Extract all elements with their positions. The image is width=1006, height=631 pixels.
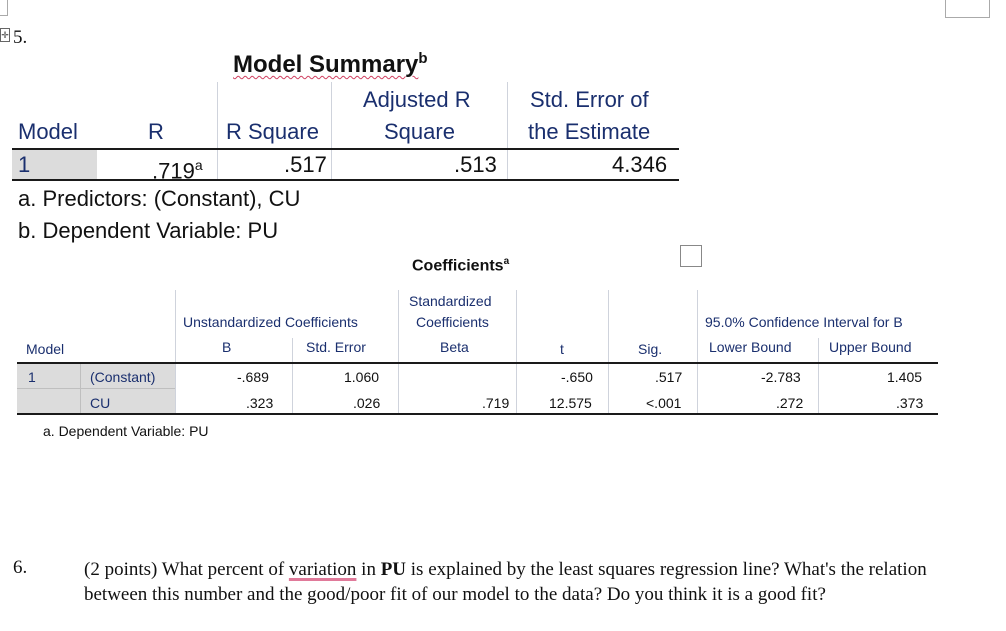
ms-divider bbox=[331, 82, 332, 180]
cf-row2-t: 12.575 bbox=[549, 395, 592, 411]
cf-row2-lower: .272 bbox=[776, 395, 804, 411]
cf-header-ci: 95.0% Confidence Interval for B bbox=[705, 314, 903, 330]
coefficients-title: Coefficientsa bbox=[412, 256, 509, 275]
cf-header-std-error: Std. Error bbox=[306, 339, 366, 355]
q6-variation-word: variation bbox=[288, 559, 357, 580]
ms-cell-r-sup: a bbox=[194, 157, 203, 173]
cf-row2-se: .026 bbox=[353, 395, 381, 411]
cf-header-unstandardized: Unstandardized Coefficients bbox=[183, 314, 358, 330]
cf-divider bbox=[398, 290, 399, 414]
cf-footnote-a: a. Dependent Variable: PU bbox=[43, 423, 209, 439]
ms-header-rule bbox=[12, 148, 679, 150]
cf-header-sig: Sig. bbox=[638, 341, 663, 357]
page-corner-box bbox=[945, 0, 990, 18]
cf-row2-b: .323 bbox=[246, 395, 274, 411]
cf-row1-model: 1 bbox=[28, 369, 36, 385]
cf-divider bbox=[608, 290, 609, 414]
coefficients-title-sup: a bbox=[503, 256, 510, 267]
cf-header-coefficients: Coefficients bbox=[416, 314, 489, 330]
cf-header-t: t bbox=[560, 341, 564, 357]
ms-cell-model: 1 bbox=[18, 152, 31, 177]
cf-divider bbox=[697, 290, 698, 414]
cf-header-lower-bound: Lower Bound bbox=[709, 339, 792, 355]
cf-row1-t: -.650 bbox=[561, 369, 593, 385]
cf-row1-b: -.689 bbox=[237, 369, 269, 385]
cf-header-beta: Beta bbox=[440, 339, 469, 355]
q6-pu-bold: PU bbox=[380, 559, 407, 580]
ms-header-std-error: Std. Error of bbox=[530, 87, 649, 113]
ms-divider bbox=[217, 82, 218, 180]
cf-row1-se: 1.060 bbox=[344, 369, 380, 385]
ms-header-model: Model bbox=[18, 119, 78, 144]
cf-header-rule bbox=[17, 362, 938, 364]
cf-divider bbox=[175, 290, 176, 414]
cf-header-b: B bbox=[222, 339, 232, 355]
model-summary-title: Model Summaryb bbox=[233, 50, 428, 79]
ms-header-r: R bbox=[148, 119, 164, 144]
cf-row1-lower: -2.783 bbox=[761, 369, 801, 385]
ms-header-estimate: the Estimate bbox=[528, 119, 651, 144]
ms-divider bbox=[507, 82, 508, 180]
ms-bottom-rule bbox=[12, 179, 679, 181]
question-5-number: 5. bbox=[13, 27, 28, 48]
cf-header-standardized: Standardized bbox=[409, 293, 492, 309]
cf-row2-sig: <.001 bbox=[646, 395, 682, 411]
ms-footnote-b: b. Dependent Variable: PU bbox=[18, 218, 279, 243]
ms-header-adjusted-r: Adjusted R bbox=[363, 87, 471, 112]
cf-row1-upper: 1.405 bbox=[887, 369, 923, 385]
question-6-text: (2 points) What percent of variation in … bbox=[84, 557, 964, 607]
model-summary-title-text: Model Summary bbox=[233, 51, 419, 78]
cf-row1-term: (Constant) bbox=[90, 369, 156, 385]
cf-divider bbox=[818, 338, 819, 414]
page-corner-mark bbox=[0, 0, 8, 16]
cf-row1-sig: .517 bbox=[655, 369, 683, 385]
cf-divider bbox=[292, 338, 293, 414]
cf-header-model: Model bbox=[26, 341, 65, 357]
ms-footnote-a: a. Predictors: (Constant), CU bbox=[18, 186, 301, 211]
cf-bottom-rule bbox=[17, 413, 938, 415]
ms-cell-adjusted-r-square: .513 bbox=[454, 152, 497, 177]
q6-rest-text: is explained by the least squares regres… bbox=[84, 559, 927, 605]
table-move-handle-icon[interactable]: ✛ bbox=[0, 28, 10, 42]
cf-header-upper-bound: Upper Bound bbox=[829, 339, 912, 355]
q6-in-text: in bbox=[356, 559, 381, 580]
ms-cell-std-error: 4.346 bbox=[612, 152, 668, 177]
cf-row2-beta: .719 bbox=[482, 395, 510, 411]
model-summary-title-sup: b bbox=[418, 50, 428, 67]
cf-row2-term: CU bbox=[90, 395, 111, 411]
ms-header-std-error-text: Std. Error of bbox=[530, 87, 649, 112]
ms-cell-r-square: .517 bbox=[284, 152, 327, 177]
ms-header-r-square: R Square bbox=[226, 119, 319, 144]
cf-row2-upper: .373 bbox=[896, 395, 924, 411]
coefficients-title-text: Coefficients bbox=[412, 257, 504, 275]
ms-row-shade bbox=[12, 150, 97, 179]
ms-cell-r: .719a bbox=[152, 152, 203, 184]
cf-row-separator bbox=[80, 364, 81, 413]
cf-row-separator bbox=[17, 388, 175, 389]
ms-cell-r-value: .719 bbox=[152, 158, 195, 184]
checkbox-icon[interactable] bbox=[680, 245, 702, 267]
ms-header-adjusted-r-square: Square bbox=[384, 119, 455, 144]
q6-points-text: (2 points) What percent of bbox=[84, 559, 289, 580]
cf-divider bbox=[516, 290, 517, 414]
question-6-number: 6. bbox=[13, 557, 28, 578]
